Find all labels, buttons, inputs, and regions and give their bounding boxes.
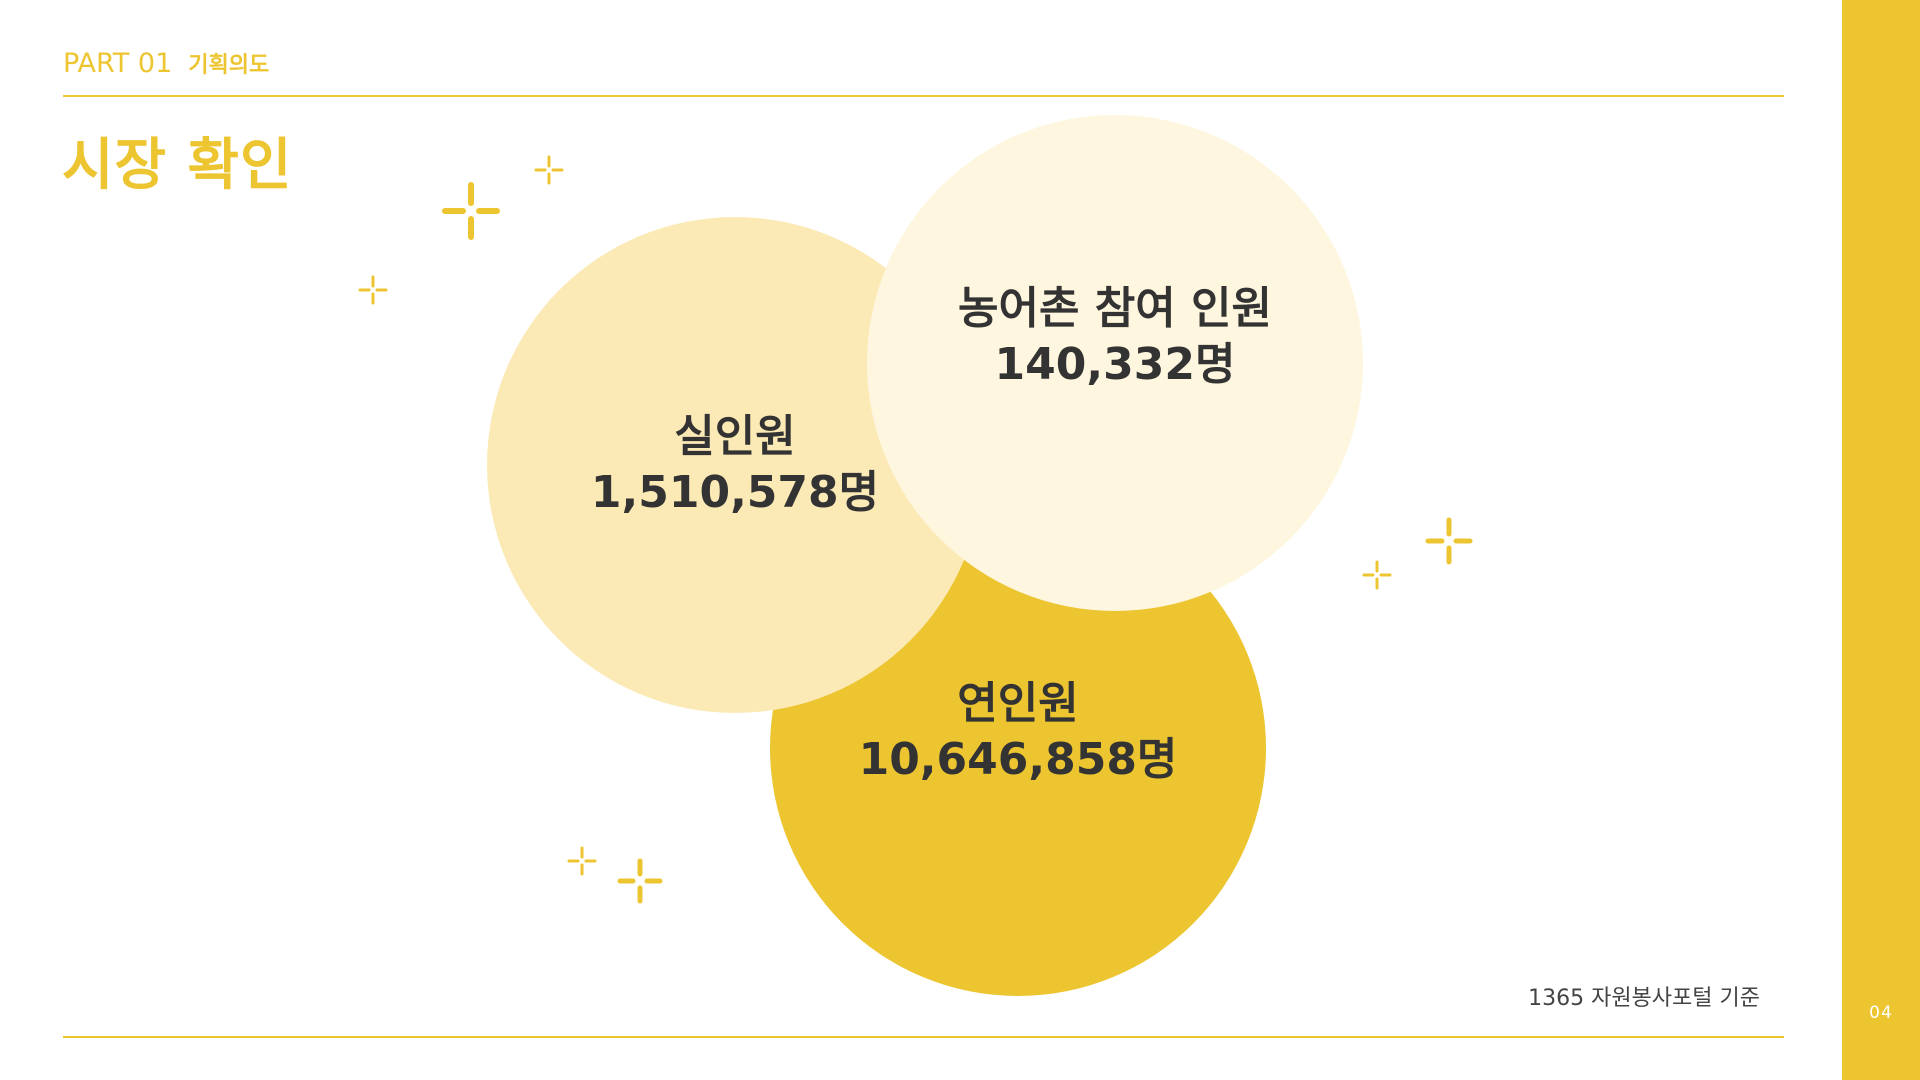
section-header: PART 01 기획의도 (63, 47, 269, 79)
circle-rural-label: 농어촌 참여 인원 (958, 283, 1272, 334)
sparkle-icon (534, 155, 564, 185)
source-note: 1365 자원봉사포털 기준 (1528, 986, 1760, 1011)
top-divider (63, 95, 1784, 97)
page-title: 시장 확인 (62, 133, 293, 198)
sparkle-icon (1425, 517, 1473, 565)
sparkle-icon (441, 181, 501, 241)
circle-rural-value: 140,332명 (994, 339, 1236, 390)
circle-rural-volunteers: 농어촌 참여 인원 140,332명 (867, 115, 1363, 611)
sparkle-icon (1362, 560, 1392, 590)
page-number: 04 (1869, 1003, 1893, 1023)
circle-real-label: 실인원 (674, 411, 796, 462)
circle-real-value: 1,510,578명 (590, 467, 880, 518)
sparkle-icon (617, 858, 663, 904)
circle-total-label: 연인원 (957, 678, 1079, 729)
circle-total-value: 10,646,858명 (858, 734, 1178, 785)
sparkle-icon (358, 275, 388, 305)
side-bar: 04 (1842, 0, 1920, 1080)
sparkle-icon (567, 846, 597, 876)
section-label: 기획의도 (188, 53, 270, 78)
bottom-divider (63, 1036, 1784, 1038)
part-label: PART 01 (63, 48, 173, 79)
